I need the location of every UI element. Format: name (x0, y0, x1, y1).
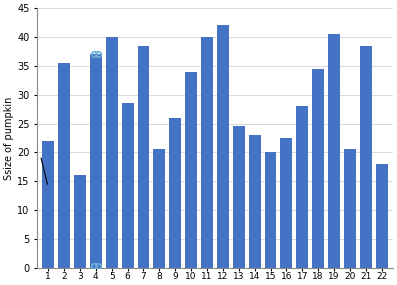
Bar (185, 72, 197, 268)
Bar (90, 54, 102, 268)
Bar (169, 118, 181, 268)
Bar (344, 149, 356, 268)
Bar (153, 149, 165, 268)
Bar (233, 126, 245, 268)
Bar (201, 37, 213, 268)
Bar (42, 141, 54, 268)
Bar (58, 63, 70, 268)
Bar (280, 138, 292, 268)
Bar (360, 46, 372, 268)
Bar (264, 152, 276, 268)
Bar (137, 46, 149, 268)
Bar (328, 34, 340, 268)
Bar (74, 175, 86, 268)
Bar (376, 164, 388, 268)
Bar (106, 37, 118, 268)
Bar (217, 25, 229, 268)
Bar (249, 135, 260, 268)
Y-axis label: Ssize of pumpkin: Ssize of pumpkin (4, 96, 14, 180)
Bar (312, 69, 324, 268)
Bar (296, 106, 308, 268)
Bar (121, 103, 133, 268)
